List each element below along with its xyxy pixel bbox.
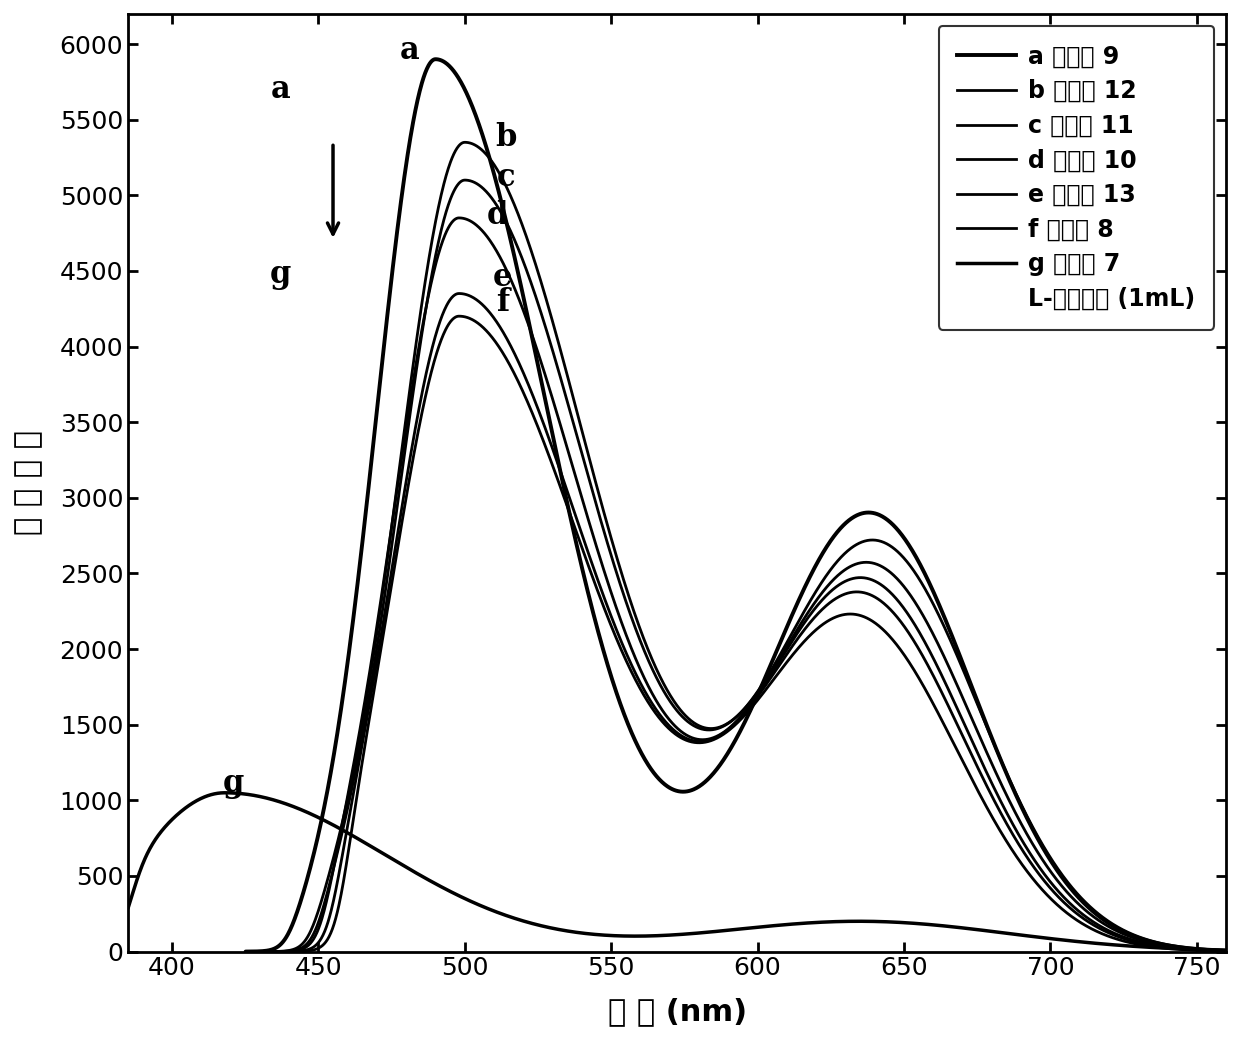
- Text: a: a: [399, 34, 419, 66]
- Text: b: b: [495, 123, 517, 154]
- Legend: a 实施例 9, b 实施例 12, c 实施例 11, d 实施例 10, e 实施例 13, f 实施例 8, g 实施例 7, L-抗坏血酸 (1mL): a 实施例 9, b 实施例 12, c 实施例 11, d 实施例 10, e…: [939, 26, 1214, 330]
- Text: g: g: [269, 259, 291, 290]
- Y-axis label: 荧 光 强 度: 荧 光 强 度: [14, 431, 43, 536]
- Text: f: f: [496, 287, 510, 318]
- Text: c: c: [496, 162, 515, 192]
- Text: e: e: [494, 261, 512, 292]
- X-axis label: 波 长 (nm): 波 长 (nm): [608, 997, 746, 1026]
- Text: a: a: [270, 74, 290, 105]
- Text: g: g: [223, 769, 244, 799]
- Text: d: d: [486, 200, 507, 231]
